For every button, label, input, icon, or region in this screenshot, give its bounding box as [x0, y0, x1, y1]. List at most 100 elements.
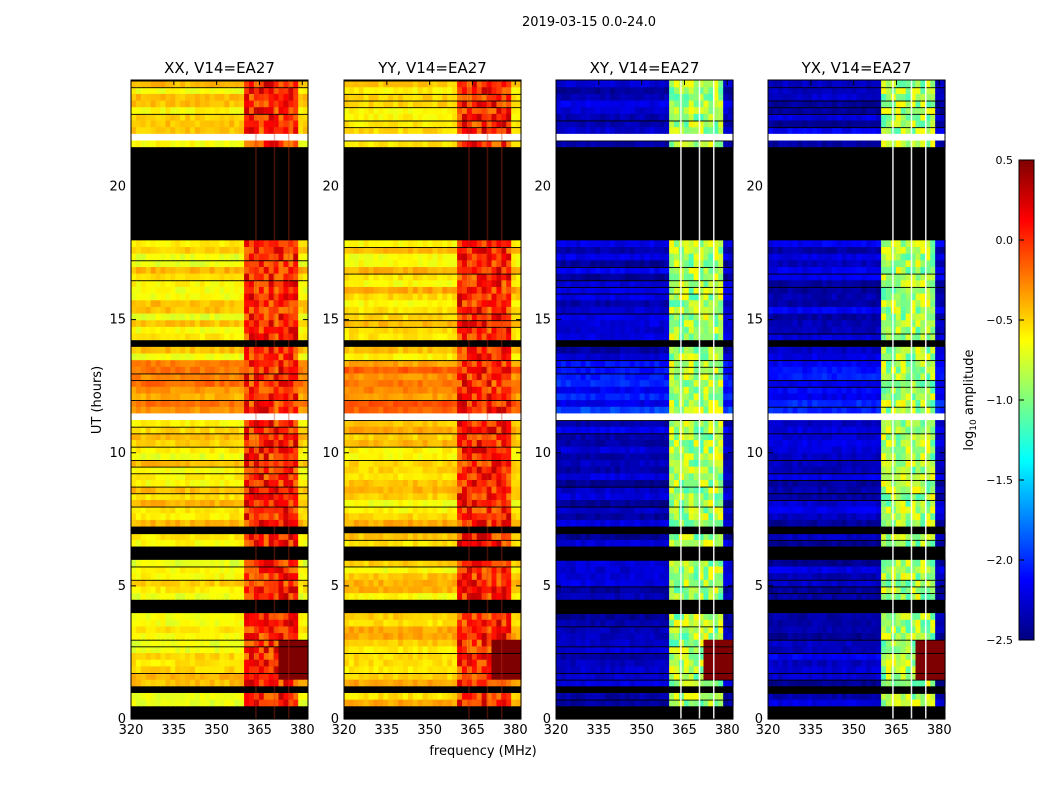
heatmap-cell	[457, 619, 463, 627]
heatmap-cell	[506, 619, 512, 627]
heatmap-cell	[219, 279, 226, 287]
heatmap-cell	[194, 572, 201, 580]
heatmap-cell	[466, 625, 473, 634]
heatmap-cell	[496, 392, 502, 401]
heatmap-cell	[393, 332, 399, 341]
heatmap-cell	[204, 519, 211, 527]
heatmap-cell	[273, 632, 280, 640]
heatmap-cell	[476, 312, 483, 321]
heatmap-cell	[373, 293, 380, 301]
heatmap-cell	[155, 119, 162, 128]
heatmap-cell	[131, 665, 137, 674]
heatmap-cell	[383, 499, 389, 507]
heatmap-cell	[150, 266, 157, 274]
heatmap-cell	[219, 253, 226, 261]
heatmap-cell	[194, 86, 201, 94]
heatmap-cell	[412, 253, 419, 261]
heatmap-cell	[437, 419, 443, 427]
heatmap-cell	[298, 286, 304, 294]
heatmap-cell	[298, 506, 304, 514]
heatmap-cell	[140, 572, 147, 580]
heatmap-cell	[437, 406, 443, 414]
heatmap-cell	[417, 266, 424, 274]
heatmap-cell	[131, 279, 137, 287]
heatmap-cell	[283, 665, 289, 674]
heatmap-cell	[155, 99, 162, 108]
heatmap-cell	[131, 439, 137, 447]
heatmap-cell	[452, 266, 458, 274]
heatmap-cell	[224, 532, 230, 540]
heatmap-cell	[131, 113, 137, 121]
heatmap-cell	[135, 639, 142, 647]
heatmap-cell	[388, 346, 394, 354]
heatmap-cell	[378, 399, 384, 407]
heatmap-cell	[170, 312, 176, 321]
heatmap-cell	[185, 299, 191, 307]
heatmap-cell	[268, 86, 275, 94]
heatmap-cell	[214, 399, 221, 407]
heatmap-cell	[170, 139, 176, 148]
flagged-row	[344, 412, 521, 421]
heatmap-cell	[131, 286, 137, 294]
heatmap-cell	[457, 139, 463, 148]
heatmap-cell	[219, 86, 226, 94]
heatmap-cell	[175, 619, 181, 627]
heatmap-cell	[258, 585, 265, 594]
heatmap-cell	[511, 446, 517, 454]
heatmap-cell	[511, 585, 517, 594]
heatmap-cell	[283, 679, 289, 687]
heatmap-cell	[224, 492, 230, 500]
heatmap-cell	[165, 665, 171, 674]
heatmap-cell	[283, 332, 289, 341]
heatmap-cell	[417, 446, 424, 454]
heatmap-cell	[263, 659, 270, 667]
heatmap-cell	[516, 486, 522, 494]
heatmap-cell	[293, 366, 299, 374]
heatmap-cell	[145, 439, 152, 447]
heatmap-cell	[131, 486, 137, 494]
heatmap-cell	[373, 372, 380, 381]
heatmap-cell	[432, 319, 439, 327]
heatmap-cell	[432, 266, 439, 274]
heatmap-cell	[263, 372, 270, 381]
heatmap-cell	[506, 259, 512, 267]
heatmap-cell	[180, 585, 186, 594]
heatmap-cell	[249, 372, 255, 381]
heatmap-cell	[185, 612, 191, 620]
flagged-row	[344, 199, 521, 208]
heatmap-cell	[273, 392, 280, 401]
heatmap-cell	[165, 113, 171, 121]
heatmap-cell	[194, 399, 201, 407]
heatmap-cell	[481, 273, 488, 281]
heatmap-cell	[486, 472, 493, 480]
heatmap-cell	[224, 579, 230, 587]
heatmap-cell	[131, 659, 137, 667]
heatmap-cell	[140, 665, 147, 674]
heatmap-cell	[358, 699, 365, 707]
heatmap-cell	[249, 625, 255, 634]
heatmap-cell	[170, 559, 176, 567]
heatmap-cell	[239, 559, 245, 567]
heatmap-cell	[403, 472, 409, 480]
heatmap-cell	[501, 679, 507, 687]
heatmap-cell	[442, 326, 448, 334]
heatmap-cell	[199, 459, 206, 467]
heatmap-cell	[501, 346, 507, 354]
heatmap-cell	[432, 632, 439, 640]
heatmap-cell	[496, 492, 502, 500]
heatmap-cell	[403, 632, 409, 640]
heatmap-cell	[417, 585, 424, 594]
heatmap-cell	[219, 665, 226, 674]
heatmap-cell	[496, 346, 502, 354]
heatmap-cell	[263, 679, 270, 687]
heatmap-cell	[393, 432, 399, 441]
heatmap-cell	[234, 532, 240, 540]
heatmap-cell	[486, 572, 493, 580]
heatmap-cell	[486, 625, 493, 634]
heatmap-cell	[263, 446, 270, 454]
heatmap-cell	[344, 579, 350, 587]
heatmap-cell	[185, 699, 191, 707]
heatmap-cell	[135, 306, 142, 314]
heatmap-cell	[298, 386, 304, 394]
heatmap-cell	[348, 452, 355, 461]
